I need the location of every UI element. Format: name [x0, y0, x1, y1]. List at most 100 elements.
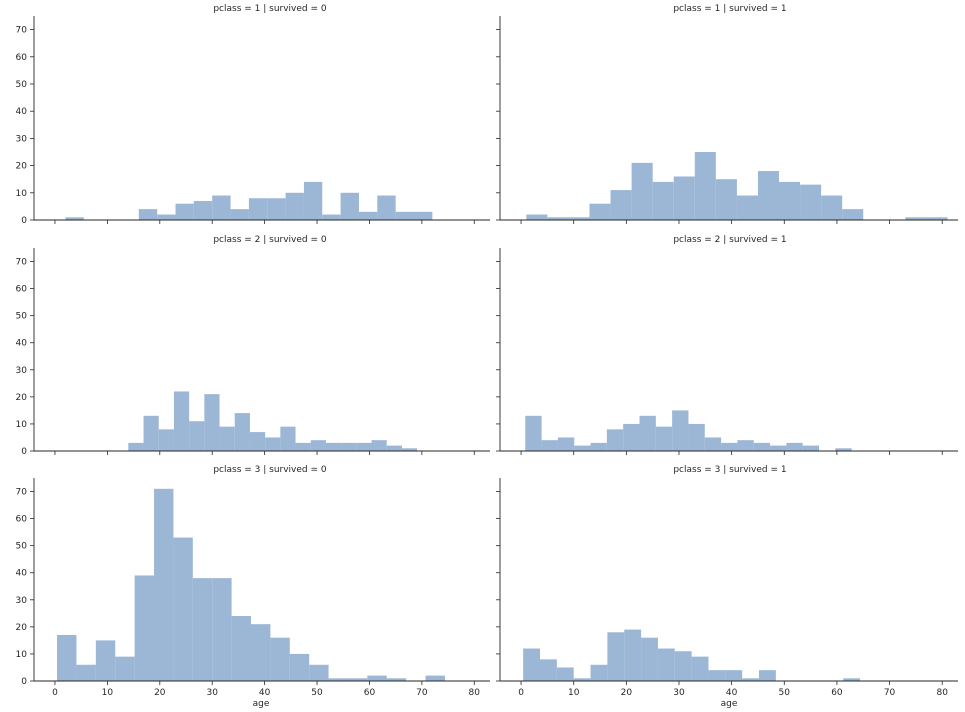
histogram-bar — [328, 678, 348, 681]
facet-title-3-0: pclass = 3 | survived = 0 — [213, 465, 327, 475]
y-tick-label: 40 — [16, 107, 28, 117]
histogram-bar — [573, 678, 591, 681]
facet-title-2-1: pclass = 2 | survived = 1 — [673, 235, 786, 245]
histogram-bar — [367, 675, 387, 681]
facet-title-2-0: pclass = 2 | survived = 0 — [213, 235, 327, 245]
histogram-bar — [175, 203, 194, 220]
histogram-bar — [212, 195, 231, 220]
histogram-bar — [590, 442, 607, 451]
y-tick-label: 30 — [16, 596, 28, 606]
histogram-bar — [250, 624, 271, 681]
histogram-bar — [568, 217, 590, 220]
histogram-bar — [672, 410, 689, 451]
histogram-bar — [753, 442, 771, 451]
y-tick-label: 50 — [16, 312, 28, 322]
y-tick-label: 70 — [16, 258, 28, 268]
y-tick-label: 60 — [16, 53, 28, 63]
histogram-bar — [285, 192, 304, 220]
facet-panel-3 — [496, 248, 958, 455]
x-axis-label-left: age — [253, 699, 270, 709]
histogram-bar — [95, 640, 116, 681]
histogram-bar — [688, 423, 705, 451]
histogram-bar — [800, 184, 822, 220]
histogram-bar — [708, 670, 726, 681]
histogram-bar — [589, 203, 611, 220]
histogram-bar — [347, 678, 368, 681]
histogram-bar — [704, 437, 722, 451]
histogram-bar — [523, 648, 541, 681]
histogram-bar — [759, 670, 776, 681]
histogram-bar — [303, 181, 323, 220]
histogram-bar — [547, 217, 569, 220]
histogram-bar — [540, 659, 557, 681]
x-tick-label: 50 — [779, 688, 791, 698]
histogram-bar — [128, 442, 144, 451]
histogram-bar — [322, 214, 341, 220]
x-tick-label: 50 — [311, 688, 323, 698]
histogram-bar — [76, 664, 96, 681]
histogram-bar — [371, 440, 387, 451]
histogram-bar — [725, 670, 743, 681]
x-tick-label: 60 — [364, 688, 376, 698]
y-tick-label: 0 — [21, 447, 27, 457]
histogram-bar — [295, 442, 311, 451]
histogram-bar — [624, 629, 642, 681]
histogram-bar — [541, 440, 558, 451]
y-tick-label: 40 — [16, 339, 28, 349]
histogram-bar — [173, 537, 193, 681]
x-tick-label: 40 — [726, 688, 738, 698]
histogram-bar — [414, 211, 433, 220]
y-tick-label: 50 — [16, 80, 28, 90]
histogram-bar — [280, 426, 296, 451]
histogram-bar — [234, 413, 250, 451]
histogram-bar — [691, 656, 709, 681]
histogram-bar — [134, 575, 155, 681]
histogram-bar — [905, 217, 927, 220]
histogram-bar — [219, 426, 235, 451]
histogram-bar — [607, 632, 625, 681]
histogram-bar — [193, 200, 213, 220]
histogram-bar — [652, 181, 674, 220]
x-tick-label: 30 — [206, 688, 218, 698]
y-tick-label: 20 — [16, 162, 28, 172]
y-tick-label: 70 — [16, 26, 28, 36]
x-tick-label: 0 — [518, 688, 524, 698]
y-tick-label: 30 — [16, 366, 28, 376]
x-tick-label: 80 — [469, 688, 481, 698]
facet-panel-4: 0 10 20 30 40 50 60 70 0 10 20 30 40 50 60 70 80 — [16, 478, 490, 698]
histogram-bar — [736, 195, 758, 220]
facet-panel-0: 0 10 20 30 40 50 60 70 — [16, 16, 490, 226]
histogram-bar — [737, 440, 754, 451]
histogram-bar — [325, 442, 342, 451]
histogram-bar — [340, 192, 359, 220]
histogram-bar — [310, 440, 326, 451]
histogram-bar — [230, 209, 249, 220]
y-tick-label: 20 — [16, 623, 28, 633]
histogram-bar — [395, 211, 414, 220]
histogram-bar — [249, 432, 266, 451]
histogram-bar — [289, 653, 310, 681]
histogram-bar — [694, 152, 716, 220]
y-tick-label: 60 — [16, 285, 28, 295]
histogram-bar — [309, 664, 329, 681]
histogram-bar — [835, 448, 852, 451]
histogram-bar — [270, 637, 290, 681]
histogram-bar — [590, 664, 608, 681]
facet-panel-5: 0 10 20 30 40 50 60 70 80 — [496, 478, 958, 698]
histogram-bar — [526, 214, 548, 220]
y-tick-label: 60 — [16, 515, 28, 525]
histogram-bar — [204, 394, 220, 451]
x-tick-label: 10 — [102, 688, 114, 698]
histogram-bar — [377, 195, 396, 220]
x-tick-label: 70 — [884, 688, 896, 698]
x-tick-label: 0 — [52, 688, 58, 698]
x-axis-label-right: age — [721, 699, 738, 709]
histogram-bar — [341, 442, 357, 451]
histogram-bar — [248, 198, 268, 220]
histogram-bar — [926, 217, 948, 220]
y-tick-label: 10 — [16, 650, 28, 660]
y-tick-label: 50 — [16, 542, 28, 552]
histogram-bar — [574, 445, 591, 451]
histogram-bar — [115, 656, 135, 681]
